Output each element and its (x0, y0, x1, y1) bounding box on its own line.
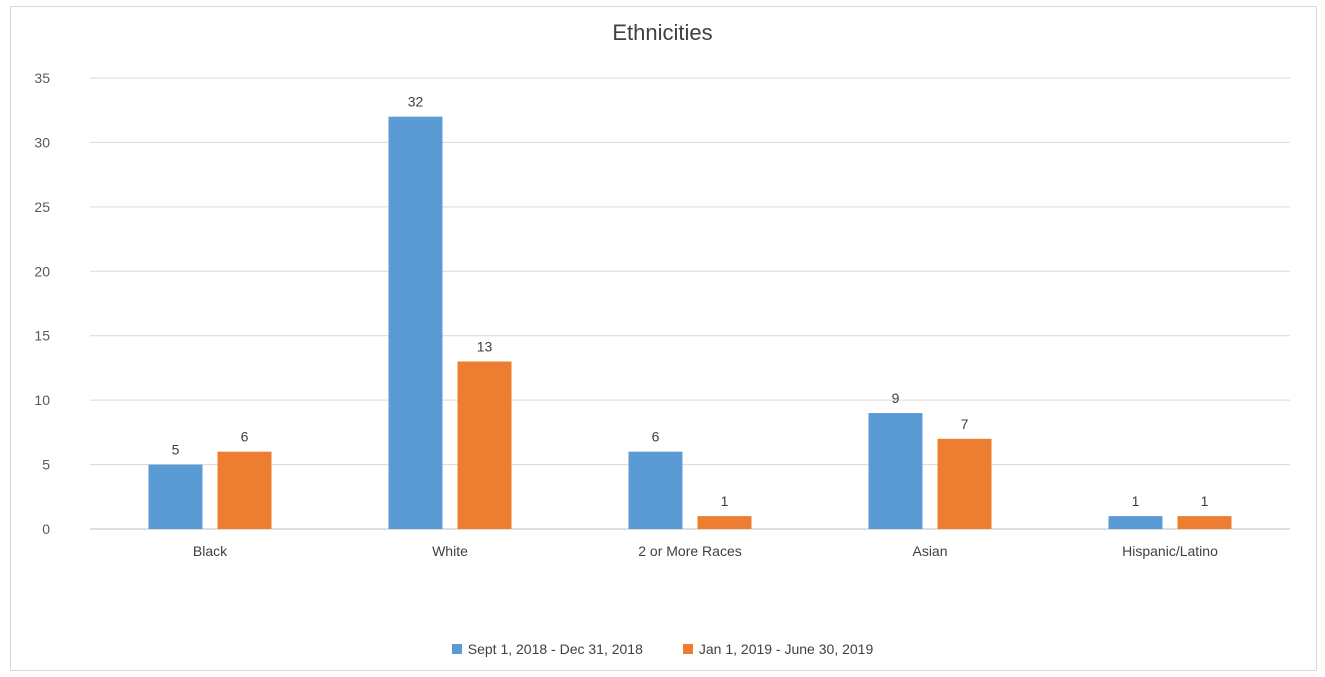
x-axis-ticks: Black White 2 or More Races Asian Hispanic/L… (193, 543, 1218, 559)
chart-title: Ethnicities (612, 20, 713, 45)
y-tick-label: 35 (34, 70, 50, 86)
legend: Sept 1, 2018 - Dec 31, 2018 Jan 1, 2019 … (0, 641, 1325, 657)
x-tick-label: Asian (912, 543, 947, 559)
data-label: 7 (961, 416, 969, 432)
bar-series-1-black (148, 464, 203, 529)
y-tick-label: 30 (34, 134, 50, 150)
x-tick-label: Black (193, 543, 228, 559)
x-tick-label: White (432, 543, 468, 559)
data-label: 1 (1132, 493, 1140, 509)
y-tick-label: 10 (34, 392, 50, 408)
data-label: 1 (721, 493, 729, 509)
legend-item-series-2: Jan 1, 2019 - June 30, 2019 (682, 641, 874, 657)
data-label: 32 (408, 94, 424, 110)
bars (148, 116, 1232, 530)
bar-series-1-asian (868, 413, 923, 529)
data-label: 5 (172, 442, 180, 458)
gridlines (90, 77, 1290, 530)
y-tick-label: 15 (34, 328, 50, 344)
bar-series-2-white (457, 361, 512, 529)
data-label: 6 (241, 429, 249, 445)
data-label: 6 (652, 429, 660, 445)
y-tick-label: 25 (34, 199, 50, 215)
bar-series-2-2-or-more-races (697, 516, 752, 529)
legend-swatch-series-2 (682, 644, 693, 654)
bar-series-2-black (217, 451, 272, 529)
x-tick-label: Hispanic/Latino (1122, 543, 1218, 559)
data-label: 9 (892, 390, 900, 406)
chart-frame (10, 6, 1317, 671)
bar-series-1-hispanic-latino (1108, 516, 1163, 529)
bar-series-1-2-or-more-races (628, 451, 683, 529)
data-labels: 5 6 32 13 6 1 9 7 1 1 (172, 94, 1209, 509)
data-label: 13 (477, 338, 493, 354)
bar-series-2-hispanic-latino (1177, 516, 1232, 529)
legend-label-series-2: Jan 1, 2019 - June 30, 2019 (698, 641, 874, 657)
y-axis-ticks: 0 5 10 15 20 25 30 35 (34, 70, 50, 537)
x-tick-label: 2 or More Races (638, 543, 741, 559)
data-label: 1 (1201, 493, 1209, 509)
y-tick-label: 0 (42, 521, 50, 537)
y-tick-label: 5 (42, 457, 50, 473)
legend-label-series-1: Sept 1, 2018 - Dec 31, 2018 (467, 641, 643, 657)
bar-series-1-white (388, 116, 443, 530)
bar-series-2-asian (937, 438, 992, 529)
y-tick-label: 20 (34, 263, 50, 279)
legend-item-series-1: Sept 1, 2018 - Dec 31, 2018 (451, 641, 643, 657)
legend-swatch-series-1 (451, 644, 462, 654)
